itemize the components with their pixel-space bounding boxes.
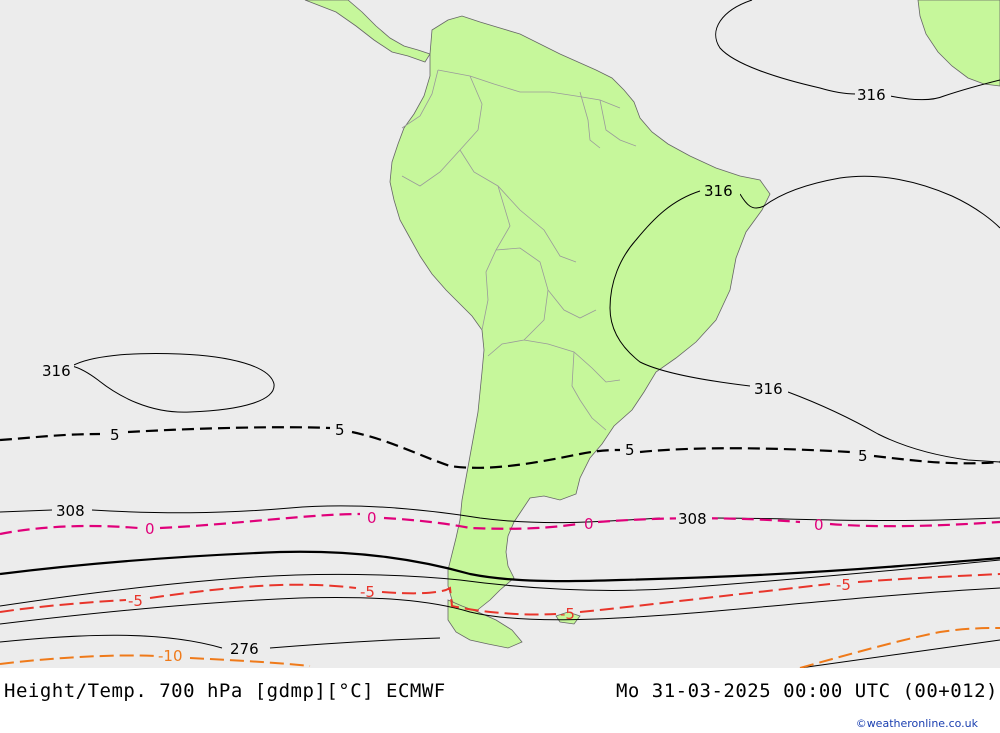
label-t0-c: 0 [584, 515, 594, 533]
label-t0-d: 0 [814, 516, 824, 534]
label-t0-a: 0 [145, 520, 155, 538]
label-tm5-b: -5 [360, 583, 375, 601]
map-footer: Height/Temp. 700 hPa [gdmp][°C] ECMWF Mo… [0, 668, 1000, 733]
label-308-west: 308 [56, 502, 85, 520]
label-tm5-d: -5 [836, 576, 851, 594]
weather-map: 316 316 316 316 308 308 276 5 5 5 5 0 0 … [0, 0, 1000, 668]
label-t5-c: 5 [625, 441, 635, 459]
label-316-atlantic: 316 [754, 380, 783, 398]
label-tm5-c: -5 [560, 605, 575, 623]
label-276: 276 [230, 640, 259, 658]
map-datetime: Mo 31-03-2025 00:00 UTC (00+012) [616, 680, 998, 702]
credit-link[interactable]: ©weatheronline.co.uk [856, 717, 978, 730]
label-308-east: 308 [678, 510, 707, 528]
map-title: Height/Temp. 700 hPa [gdmp][°C] ECMWF [4, 680, 446, 702]
label-t5-d: 5 [858, 447, 868, 465]
label-t0-b: 0 [367, 509, 377, 527]
label-316-brazil: 316 [704, 182, 733, 200]
label-tm5-a: -5 [128, 592, 143, 610]
label-t5-b: 5 [335, 421, 345, 439]
label-tm10: -10 [158, 647, 183, 665]
label-316-north: 316 [857, 86, 886, 104]
label-t5-a: 5 [110, 426, 120, 444]
label-316-west: 316 [42, 362, 71, 380]
